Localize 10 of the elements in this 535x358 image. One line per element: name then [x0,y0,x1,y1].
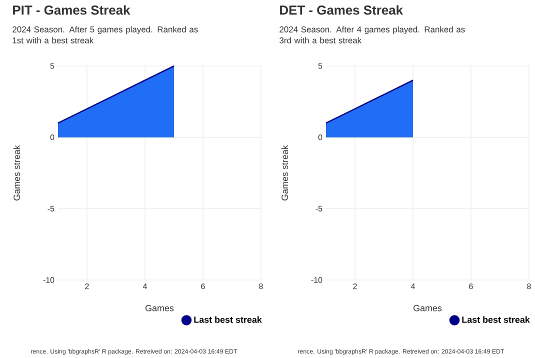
y-axis-title: Games streak [281,145,288,200]
chart-title: PIT - Games Streak [13,5,130,15]
x-axis-title: Games [414,304,442,312]
chart-subtitle: 2024 Season. After 4 games played. Ranked as 3rd with a best streak [280,26,465,44]
legend-label: Last best streak [462,316,530,323]
legend-label: Last best streak [194,316,262,323]
x-axis-title: Games [146,304,174,312]
chart-title: DET - Games Streak [280,5,404,15]
chart-subtitle: 2024 Season. After 5 games played. Ranked as 1st with a best streak [12,26,198,44]
y-axis-title: Games streak [13,145,20,200]
